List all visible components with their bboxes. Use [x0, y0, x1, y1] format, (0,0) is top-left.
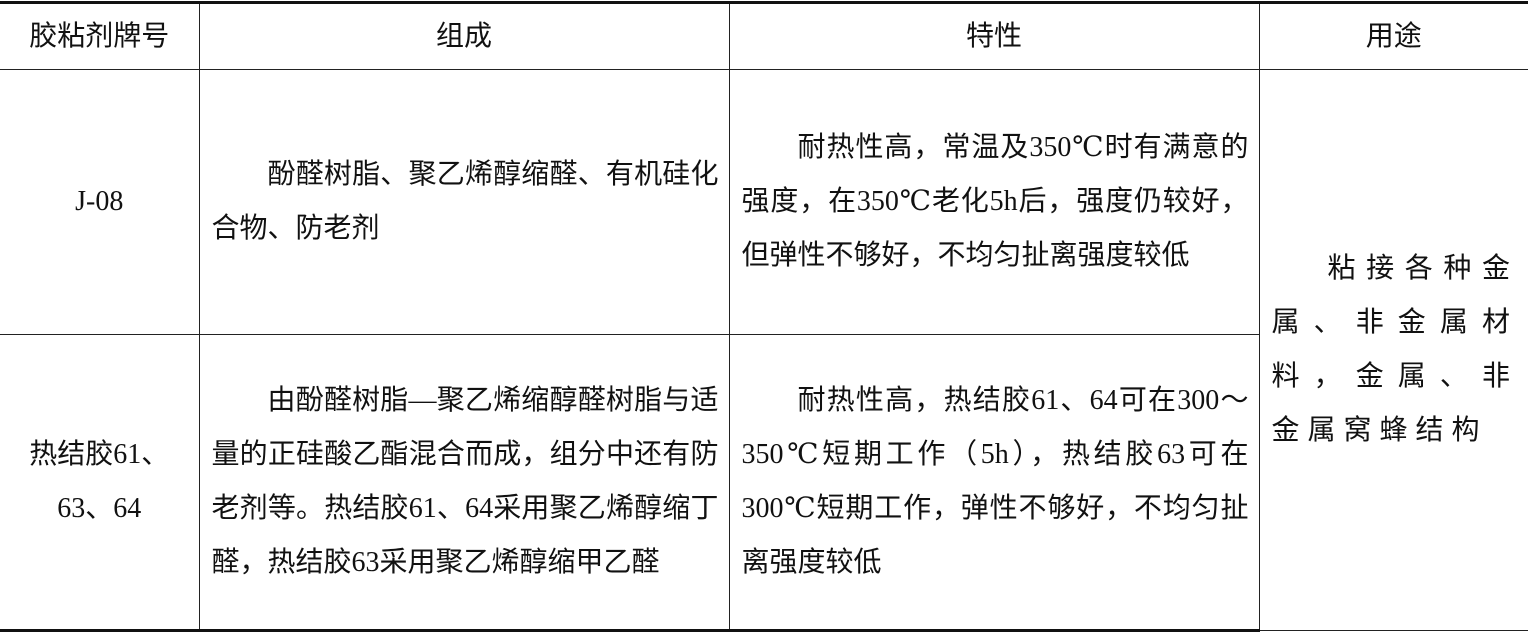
cell-composition: 酚醛树脂、聚乙烯醇缩醛、有机硅化合物、防老剂	[198, 69, 730, 335]
header-usage: 用途	[1258, 1, 1528, 70]
header-row: 胶粘剂牌号 组成 特性 用途	[0, 1, 1528, 70]
cell-usage: 粘接各种金属、非金属材料，金属、非金属窝蜂结构	[1258, 69, 1528, 631]
cell-properties: 耐热性高，热结胶61、64可在300～350℃短期工作（5h），热结胶63可在3…	[728, 334, 1259, 632]
table-row: J-08 酚醛树脂、聚乙烯醇缩醛、有机硅化合物、防老剂 耐热性高，常温及350℃…	[0, 69, 1528, 631]
cell-grade: 热结胶61、63、64	[0, 334, 200, 632]
cell-composition: 由酚醛树脂—聚乙烯缩醇醛树脂与适量的正硅酸乙酯混合而成，组分中还有防老剂等。热结…	[198, 334, 730, 632]
header-properties: 特性	[728, 1, 1260, 70]
cell-properties: 耐热性高，常温及350℃时有满意的强度，在350℃老化5h后，强度仍较好，但弹性…	[728, 69, 1260, 335]
table-row: 热结胶61、63、64 由酚醛树脂—聚乙烯缩醇醛树脂与适量的正硅酸乙酯混合而成，…	[0, 334, 1528, 632]
cell-grade: J-08	[0, 69, 200, 335]
header-composition: 组成	[198, 1, 730, 70]
header-grade: 胶粘剂牌号	[0, 1, 200, 70]
